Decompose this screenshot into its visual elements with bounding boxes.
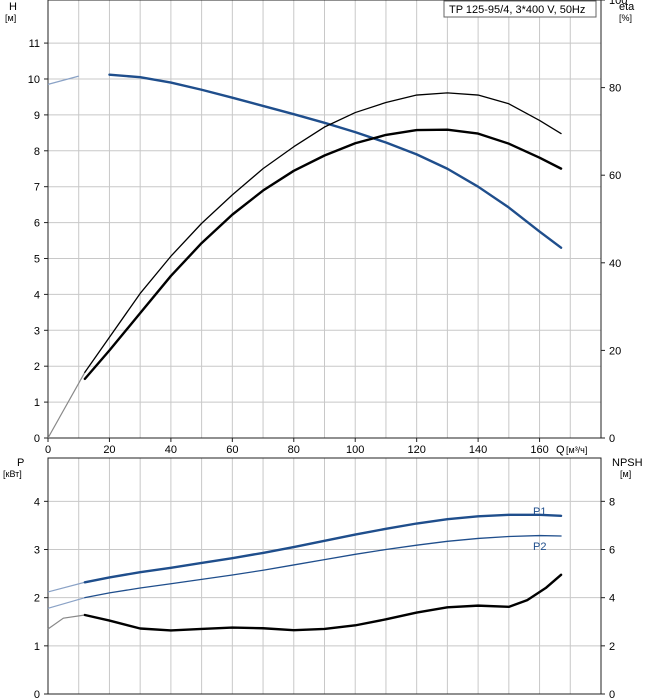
top-x-tick-label: 120 [407,444,425,456]
top-x-tick-label: 40 [165,444,177,456]
top-y-right-tick-label: 20 [609,345,621,357]
top-x-tick-label: 20 [103,444,115,456]
top-y-left-tick-label: 9 [34,110,40,122]
y-right-label-top: eta [619,1,635,13]
bottom-series [47,513,563,632]
bottom-ticks: 0 1 2 3 4 0 2 4 6 8 [34,496,615,700]
y-right-unit-top: [%] [619,13,632,23]
bottom-series-P2 [84,534,562,599]
top-frame [47,0,602,439]
top-x-tick-label: 80 [288,444,300,456]
top-x-tick-label: 0 [45,444,51,456]
top-y-left-tick-label: 11 [29,38,40,50]
bottom-frame [47,457,602,695]
bottom-y-right-tick-label: 0 [609,689,615,700]
y-right-unit-bottom: [м] [620,469,631,479]
top-y-left-tick-label: 3 [34,325,40,337]
top-series [47,73,563,439]
chart-title: TP 125-95/4, 3*400 V, 50Hz [449,4,585,16]
top-series-eta-thin-extrapolated [47,372,86,439]
top-y-right-tick-label: 40 [609,258,621,270]
top-series-eta-thin [84,92,562,373]
top-y-right-tick-label: 100 [609,0,627,7]
bottom-grid [48,458,601,694]
top-grid [48,0,601,438]
y-right-label-bottom: NPSH [612,457,643,469]
bottom-y-right-tick-label: 4 [609,593,615,605]
top-x-tick-label: 160 [530,444,548,456]
top-y-left-tick-label: 2 [34,361,40,373]
y-left-unit-bottom: [кВт] [3,469,22,479]
top-x-tick-label: 100 [346,444,364,456]
top-y-left-tick-label: 0 [34,433,40,445]
bottom-y-right-tick-label: 2 [609,641,615,653]
bottom-y-left-tick-label: 2 [34,593,40,605]
top-y-left-tick-label: 10 [28,74,40,86]
y-left-label-top: H [9,1,17,13]
bottom-y-left-tick-label: 1 [34,641,40,653]
top-y-left-tick-label: 6 [34,218,40,230]
bottom-y-right-tick-label: 6 [609,545,615,557]
top-y-left-tick-label: 7 [34,182,40,194]
top-y-left-tick-label: 1 [34,397,40,409]
series-label-p2: P2 [533,541,546,553]
top-ticks: 0 1 2 3 4 5 6 7 8 9 10 11 0 20 40 60 80 100 0 20 40 60 80 100 12… [28,0,627,456]
top-panel: 0 1 2 3 4 5 6 7 8 9 10 11 0 20 40 60 80 100 0 20 40 60 80 100 12… [5,0,635,456]
y-left-unit-top: [м] [5,13,16,23]
top-y-right-tick-label: 60 [609,170,621,182]
x-unit: [м³/ч] [566,445,587,455]
bottom-y-left-tick-label: 3 [34,545,40,557]
top-y-right-tick-label: 80 [609,83,621,95]
top-x-tick-label: 60 [226,444,238,456]
top-x-tick-label: 140 [469,444,487,456]
top-y-left-tick-label: 8 [34,146,40,158]
bottom-y-right-tick-label: 8 [609,496,615,508]
series-label-p1: P1 [533,506,546,518]
bottom-series-P1 [83,513,563,584]
bottom-series-P2-extrapolated [47,597,86,609]
top-series-H-extrapolated [47,75,79,85]
bottom-y-left-tick-label: 0 [34,689,40,700]
top-y-left-tick-label: 4 [34,289,40,301]
bottom-series-NPSH [83,573,563,632]
bottom-panel: 0 1 2 3 4 0 2 4 6 8 P [кВт] NPSH [м] P1 P2 [3,457,643,700]
top-y-left-tick-label: 5 [34,253,40,265]
bottom-series-NPSH-extrapolated [47,614,85,630]
top-series-eta-thick [83,128,563,381]
y-left-label-bottom: P [17,457,24,469]
x-label: Q [556,444,565,456]
title-box [443,0,597,18]
top-y-right-tick-label: 0 [609,433,615,445]
bottom-y-left-tick-label: 4 [34,496,40,508]
bottom-series-P1-extrapolated [47,581,86,593]
top-series-H [108,73,563,249]
